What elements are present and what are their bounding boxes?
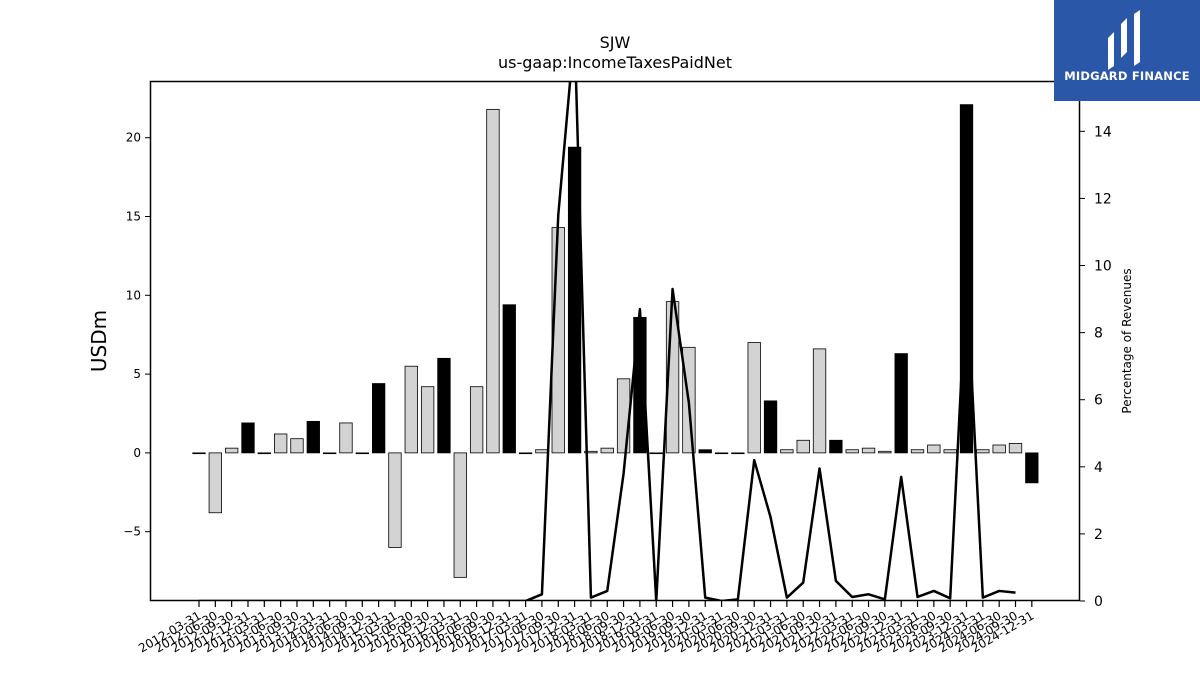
brand-logo: MIDGARD FINANCE	[1054, 0, 1200, 101]
line-layer	[199, 81, 1016, 601]
bar-2022-09-30	[878, 450, 892, 454]
bar-2020-12-31	[763, 400, 778, 454]
bar-2014-03-31	[322, 452, 337, 455]
bar-2012-12-31	[241, 422, 255, 454]
bar-2012-06-30	[208, 452, 222, 514]
bar-2020-09-30	[747, 342, 761, 454]
bar-2018-03-31	[584, 450, 598, 454]
right-tick-label: 12	[1094, 191, 1112, 207]
bar-2021-06-30	[796, 439, 810, 454]
bar-2022-03-31	[845, 449, 859, 454]
bar-2017-03-31	[518, 452, 533, 455]
bar-2015-12-31	[437, 357, 451, 454]
bar-2013-06-30	[273, 433, 288, 454]
bar-2015-06-30	[404, 365, 418, 454]
left-tick-label: 15	[126, 210, 141, 224]
bar-2024-03-31	[976, 449, 990, 454]
plot-frame	[149, 80, 1081, 602]
bar-2024-06-30	[992, 444, 1006, 454]
bar-2014-12-31	[371, 383, 386, 454]
bar-2014-09-30	[355, 452, 369, 455]
bar-2015-09-30	[420, 386, 435, 454]
right-tick-label: 8	[1094, 326, 1103, 342]
bar-2019-03-31	[649, 452, 663, 455]
bar-2015-03-31	[388, 452, 402, 548]
bar-2016-12-31	[502, 304, 516, 454]
bar-2017-06-30	[535, 449, 549, 454]
bar-2024-09-30	[1008, 443, 1023, 454]
bar-2020-03-31	[714, 452, 729, 455]
left-tick-label: 10	[126, 288, 141, 302]
right-tick-label: 10	[1094, 259, 1112, 275]
bar-2018-06-30	[600, 447, 614, 454]
bar-2022-12-31	[894, 353, 908, 454]
left-axis: −5 0 5 10 15 20	[123, 131, 150, 539]
bar-2012-03-31	[192, 452, 206, 455]
chart-subtitle: us-gaap:IncomeTaxesPaidNet	[498, 53, 732, 72]
bar-2023-09-30	[943, 449, 957, 454]
right-tick-label: 14	[1094, 124, 1112, 140]
bar-2017-12-31	[567, 146, 582, 454]
right-axis: 0 2 4 6 8 10 12 14	[1080, 124, 1112, 610]
bar-2024-12-31	[1025, 452, 1039, 484]
bar-2016-06-30	[469, 386, 484, 454]
bar-2016-09-30	[486, 108, 500, 454]
bar-2013-09-30	[290, 438, 304, 454]
percentage-line	[199, 81, 1016, 601]
bars-layer	[192, 104, 1039, 578]
chart-title: SJW	[600, 33, 631, 52]
bar-2014-06-30	[339, 422, 353, 454]
bar-2013-12-31	[306, 420, 320, 454]
x-axis: 2012-03-312012-06-302012-09-302012-12-31…	[136, 601, 1036, 655]
right-tick-label: 2	[1094, 527, 1103, 543]
bar-2021-03-31	[780, 449, 794, 454]
left-tick-label: 0	[133, 446, 141, 460]
bar-2013-03-31	[257, 452, 271, 455]
right-tick-label: 6	[1094, 393, 1103, 409]
bar-2023-06-30	[927, 444, 941, 454]
logo-text: MIDGARD FINANCE	[1064, 69, 1190, 83]
left-tick-label: 5	[133, 367, 141, 381]
bar-2016-03-31	[453, 452, 467, 578]
bar-2020-06-30	[731, 452, 745, 455]
left-tick-label: 20	[126, 131, 141, 145]
right-tick-label: 4	[1094, 460, 1103, 476]
left-tick-label: −5	[123, 525, 141, 539]
bar-2023-03-31	[910, 449, 925, 454]
y2-axis-label: Percentage of Revenues	[1120, 268, 1134, 413]
bar-2021-09-30	[812, 348, 827, 454]
y-axis-label: USDm	[87, 310, 111, 372]
right-tick-label: 0	[1094, 594, 1103, 610]
bar-2019-12-31	[698, 449, 712, 454]
bar-2021-12-31	[829, 439, 843, 454]
bar-2022-06-30	[861, 447, 876, 454]
bar-2012-09-30	[225, 447, 239, 454]
logo-mark-icon	[1108, 10, 1140, 70]
